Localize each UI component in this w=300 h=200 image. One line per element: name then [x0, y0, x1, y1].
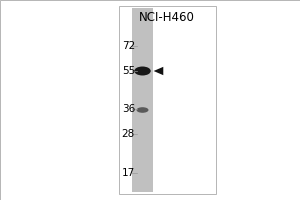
Bar [118, 6, 216, 194]
Polygon shape [154, 67, 163, 75]
Bar [132, 8, 153, 192]
Text: NCI-H460: NCI-H460 [139, 11, 194, 24]
Text: 72: 72 [122, 41, 135, 51]
Text: 36: 36 [122, 104, 135, 114]
Ellipse shape [134, 66, 151, 75]
Text: 28: 28 [122, 129, 135, 139]
Ellipse shape [136, 107, 148, 113]
Text: 55: 55 [122, 66, 135, 76]
Text: 17: 17 [122, 168, 135, 178]
